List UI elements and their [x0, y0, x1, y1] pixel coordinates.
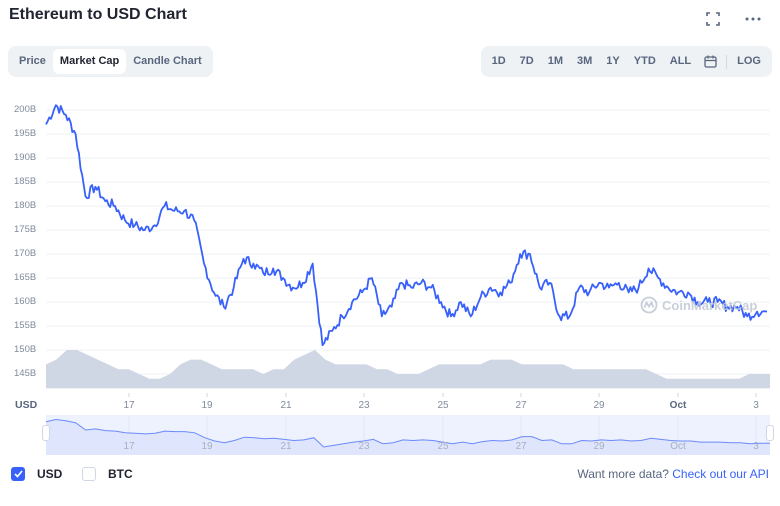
navigator-tick-label: 27: [515, 441, 527, 452]
navigator-sparkline: [46, 415, 770, 455]
x-tick-label: 3: [753, 400, 759, 411]
market-cap-chart[interactable]: [0, 90, 780, 410]
watermark: CoinMarketCap: [640, 296, 757, 314]
y-tick-label: 160B: [14, 296, 37, 307]
tab-price[interactable]: Price: [19, 55, 46, 67]
y-tick-label: 175B: [14, 224, 37, 235]
navigator-tick-label: 19: [201, 441, 213, 452]
log-toggle[interactable]: LOG: [737, 55, 761, 67]
navigator-left-handle[interactable]: [42, 425, 50, 441]
chart-actions: [704, 10, 762, 28]
x-tick-label: Oct: [669, 400, 687, 411]
x-tick-label: 27: [515, 400, 527, 411]
y-tick-label: 180B: [14, 200, 37, 211]
y-tick-label: 145B: [14, 368, 37, 379]
calendar-button[interactable]: [698, 49, 723, 74]
x-tick-label: 23: [358, 400, 370, 411]
navigator-tick-label: 29: [593, 441, 605, 452]
navigator-tick-label: Oct: [670, 441, 686, 452]
navigator-tick-label: 21: [280, 441, 292, 452]
x-tick-label: 21: [280, 400, 292, 411]
checkmark-icon: [13, 470, 23, 478]
range-ytd[interactable]: YTD: [633, 55, 656, 67]
tab-candle-chart[interactable]: Candle Chart: [133, 55, 202, 67]
api-prompt: Want more data?: [577, 467, 669, 481]
range-3m[interactable]: 3M: [577, 55, 593, 67]
api-link[interactable]: Check out our API: [672, 467, 769, 481]
range-all[interactable]: ALL: [669, 55, 692, 67]
y-tick-label: 185B: [14, 176, 37, 187]
tab-market-cap[interactable]: Market Cap: [52, 49, 127, 74]
ellipsis-icon[interactable]: [744, 10, 762, 28]
y-tick-label: 165B: [14, 272, 37, 283]
y-tick-label: 200B: [14, 104, 37, 115]
y-tick-label: 155B: [14, 320, 37, 331]
range-1y[interactable]: 1Y: [606, 55, 620, 67]
coinmarketcap-logo-icon: [640, 296, 658, 314]
range-tabs: 1D 7D 1M 3M 1Y YTD ALL LOG: [480, 46, 772, 77]
usd-checkbox[interactable]: [11, 467, 25, 481]
volume-area: [46, 350, 770, 389]
navigator-tick-label: 23: [358, 441, 370, 452]
navigator-tick-label: 25: [437, 441, 449, 452]
y-tick-label: 170B: [14, 248, 37, 259]
x-tick-label: 17: [123, 400, 135, 411]
legend-btc[interactable]: BTC: [82, 467, 133, 481]
api-promo: Want more data? Check out our API: [577, 467, 769, 481]
navigator-tick-label: 17: [123, 441, 135, 452]
expand-icon[interactable]: [704, 10, 722, 28]
range-1d[interactable]: 1D: [491, 55, 506, 67]
btc-checkbox[interactable]: [82, 467, 96, 481]
y-tick-label: 150B: [14, 344, 37, 355]
page-title: Ethereum to USD Chart: [9, 6, 187, 23]
divider: [726, 54, 728, 69]
calendar-icon: [704, 55, 717, 68]
range-1m[interactable]: 1M: [547, 55, 564, 67]
x-tick-label: 19: [201, 400, 213, 411]
navigator-right-handle[interactable]: [766, 425, 774, 441]
btc-label: BTC: [108, 467, 133, 481]
y-tick-label: 195B: [14, 128, 37, 139]
y-tick-label: 190B: [14, 152, 37, 163]
usd-label: USD: [37, 467, 63, 481]
currency-axis-label: USD: [15, 399, 38, 411]
x-tick-label: 29: [593, 400, 605, 411]
market-cap-line: [45, 104, 768, 347]
x-tick-label: 25: [437, 400, 449, 411]
range-7d[interactable]: 7D: [519, 55, 534, 67]
range-navigator[interactable]: 17 19 21 23 25 27 29 Oct 3: [42, 415, 774, 455]
navigator-tick-label: 3: [753, 441, 759, 452]
legend-usd[interactable]: USD: [11, 467, 62, 481]
view-tabs: Price Market Cap Candle Chart: [8, 46, 213, 77]
